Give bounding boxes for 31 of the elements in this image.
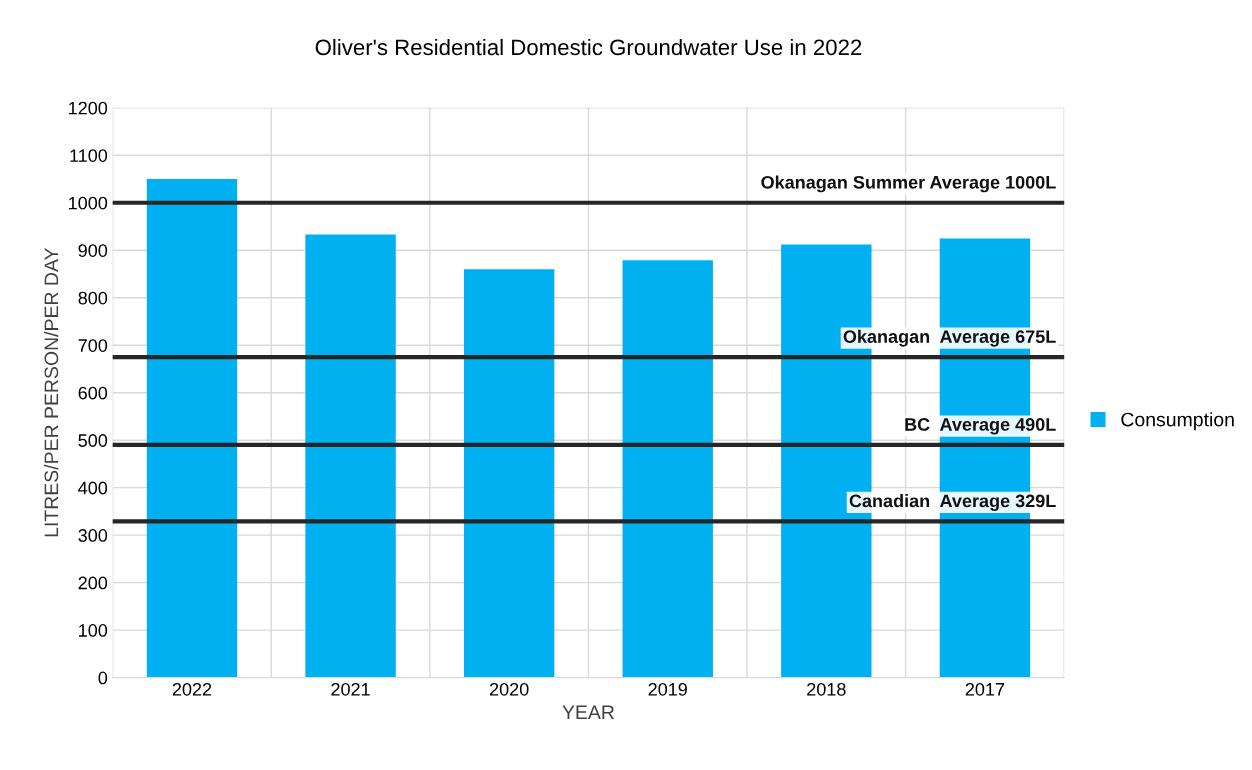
ref-line-label: Okanagan Summer Average 1000L — [761, 175, 1056, 193]
bar — [146, 179, 238, 678]
y-tick-label: 800 — [78, 291, 108, 305]
y-tick-label: 700 — [78, 339, 108, 352]
x-tick-label: 2019 — [648, 682, 687, 696]
chart-title: Oliver's Residential Domestic Groundwater Use in 2022 — [315, 38, 862, 56]
x-axis-title: YEAR — [562, 705, 615, 719]
y-tick-label: 1100 — [70, 149, 108, 162]
y-tick-label: 900 — [78, 244, 108, 257]
ref-line-label: Okanagan Average 675L — [843, 329, 1056, 347]
y-tick-label: 0 — [98, 671, 108, 685]
y-tick-label: 400 — [78, 481, 108, 495]
y-tick-label: 300 — [78, 529, 108, 542]
y-tick-label: 1000 — [69, 196, 108, 210]
y-tick-label: 100 — [79, 624, 108, 637]
y-tick-label: 1200 — [69, 101, 108, 115]
bar — [463, 269, 555, 678]
legend-label: Consumption — [1121, 412, 1234, 431]
bar — [305, 234, 396, 678]
x-tick-label: 2021 — [331, 682, 370, 696]
y-axis-title: LITRES/PER PERSON/PER DAY — [43, 247, 59, 537]
y-tick-label: 600 — [78, 386, 108, 400]
x-tick-label: 2017 — [965, 682, 1005, 696]
x-tick-label: 2018 — [807, 682, 846, 696]
y-tick-label: 500 — [78, 434, 108, 447]
x-tick-label: 2020 — [489, 682, 529, 696]
y-tick-label: 200 — [78, 576, 108, 590]
bar — [622, 260, 713, 678]
ref-line-label: BC Average 490L — [905, 418, 1056, 435]
x-tick-label: 2022 — [172, 682, 212, 696]
ref-line-label: Canadian Average 329L — [849, 494, 1056, 511]
